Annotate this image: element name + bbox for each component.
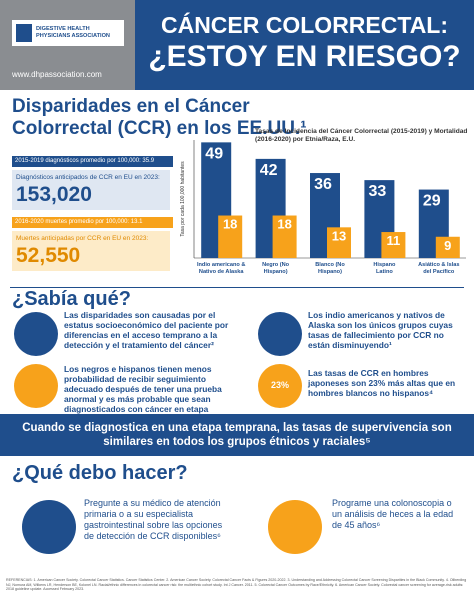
bar — [327, 227, 351, 258]
chart-title-line: (2016-2020) por Etnia/Raza, E.U. — [255, 136, 355, 143]
fact: Las tasas de CCR en hombres japoneses so… — [308, 368, 456, 398]
did-you-know-heading: ¿Sabía qué? — [12, 288, 131, 310]
stat-label: Diagnósticos anticipados de CCR en EU en… — [16, 174, 160, 181]
chart-title: Tasas de Incidencia del Cáncer Colorrect… — [255, 128, 467, 143]
x-tick-line: Asiático & Islas — [418, 262, 459, 268]
bar-value-label: 18 — [223, 217, 237, 232]
banner: Cuando se diagnostica en una etapa tempr… — [0, 414, 474, 456]
logo-panel: DIGESTIVE HEALTH PHYSICIANS ASSOCIATION … — [0, 0, 135, 90]
bar-value-label: 11 — [387, 233, 401, 248]
logo-icon — [16, 24, 32, 42]
chart-title-line: Tasas de Incidencia del Cáncer Colorrect… — [255, 128, 467, 135]
chart: Tasas de Incidencia del Cáncer Colorrect… — [180, 128, 467, 275]
bar — [272, 215, 297, 258]
icon-doctor — [22, 500, 76, 554]
x-tick-label: Negro (No Hispano) — [262, 262, 290, 275]
x-tick-line: Hispano — [373, 262, 396, 268]
x-tick-label: Indio americano & Nativo de Alaska — [197, 262, 246, 275]
action-item: Pregunte a su médico de atención primari… — [84, 498, 223, 541]
stat-value: 153,020 — [16, 183, 92, 206]
bar-value-label: 49 — [205, 145, 223, 162]
icon-colon — [14, 364, 58, 408]
x-tick-line: Negro (No — [262, 262, 290, 268]
bar-value-label: 9 — [444, 238, 451, 253]
x-tick-label: Hispano Latino — [373, 262, 396, 275]
website: www.dhpassociation.com — [12, 70, 102, 79]
icon-label: 23% — [270, 380, 289, 390]
stat-value: 52,550 — [16, 244, 81, 267]
x-tick-line: Blanco (No — [315, 262, 345, 268]
bar — [381, 232, 406, 258]
title-line2: ¿ESTOY EN RIESGO? — [148, 40, 461, 73]
icon-trend — [258, 312, 302, 356]
logo-text: DIGESTIVE HEALTH PHYSICIANS ASSOCIATION — [36, 26, 110, 39]
bar-value-label: 33 — [369, 183, 387, 200]
stat-label: Muertes anticipadas por CCR en EU en 202… — [16, 235, 149, 242]
bar — [435, 236, 460, 258]
fact: Los indio americanos y nativos de Alaska… — [308, 310, 453, 350]
title-panel: CÁNCER COLORRECTAL: ¿ESTOY EN RIESGO? — [135, 0, 474, 90]
stat-box: Diagnósticos anticipados de CCR en EU en… — [12, 170, 170, 210]
bar-value-label: 18 — [277, 217, 291, 232]
x-tick-label: Asiático & Islas del Pacífico — [418, 262, 459, 275]
bar — [218, 215, 243, 258]
x-tick-label: Blanco (No Hispano) — [315, 262, 345, 275]
disparities-heading: Disparidades en el Cáncer Colorrectal (C… — [12, 96, 307, 139]
y-axis-label: Tasa por cada 100,000 habitantes — [180, 161, 186, 237]
bar-value-label: 29 — [423, 193, 441, 210]
references: REFERENCIAS: 1. American Cancer Society.… — [6, 578, 467, 592]
stat-bar: 2016-2020 muertes promedio por 100,000: … — [12, 217, 173, 228]
x-tick-line: Latino — [376, 269, 393, 275]
action-item: Programe una colonoscopia o un análisis … — [332, 498, 454, 530]
title-line1: CÁNCER COLORRECTAL: — [160, 12, 449, 38]
divider — [10, 287, 464, 288]
bar-value-label: 42 — [260, 162, 278, 179]
bar-value-label: 13 — [332, 228, 346, 243]
logo-box: DIGESTIVE HEALTH PHYSICIANS ASSOCIATION — [12, 20, 124, 46]
x-tick-line: Nativo de Alaska — [199, 269, 244, 275]
icon-pie: 23% — [258, 364, 302, 408]
x-tick-line: Hispano) — [264, 269, 288, 275]
banner-text: Cuando se diagnostica en una etapa tempr… — [22, 422, 452, 448]
stat-bar: 2015-2019 diagnósticos promedio por 100,… — [12, 156, 173, 167]
x-tick-line: Indio americano & — [197, 262, 246, 268]
icon-calendar — [268, 500, 322, 554]
x-tick-line: del Pacífico — [423, 269, 455, 275]
icon-money — [14, 312, 58, 356]
fact: Las disparidades son causadas por el est… — [64, 310, 229, 350]
stat-box: Muertes anticipadas por CCR en EU en 202… — [12, 231, 170, 271]
bar-value-label: 36 — [314, 176, 332, 193]
x-tick-line: Hispano) — [318, 269, 342, 275]
what-to-do-heading: ¿Qué debo hacer? — [12, 462, 188, 484]
